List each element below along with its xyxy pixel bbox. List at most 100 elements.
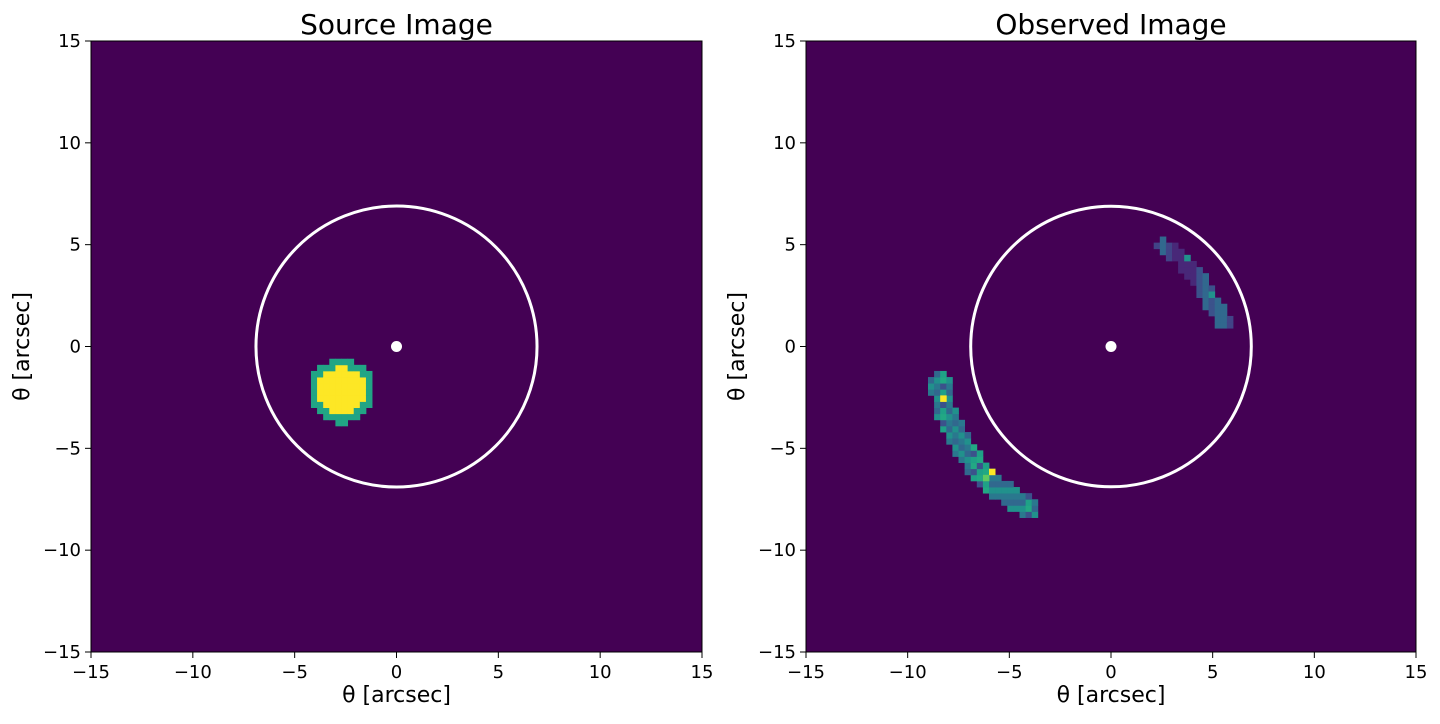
source-blob-edge-pixel — [365, 370, 373, 378]
arc-pixel — [934, 407, 941, 415]
arc-pixel — [982, 468, 990, 476]
x-tick-label: 0 — [1105, 662, 1116, 683]
arc-pixel — [964, 444, 972, 451]
arc-pixel — [1007, 487, 1014, 494]
y-tick-label: 15 — [58, 31, 81, 52]
source-blob-edge-pixel — [317, 364, 324, 372]
source-blob-pixel — [335, 364, 342, 372]
y-tick-label: −10 — [43, 540, 81, 561]
source-blob-pixel — [347, 377, 355, 384]
arc-pixel — [1220, 315, 1228, 323]
source-blob-pixel — [329, 407, 336, 415]
arc-pixel — [952, 419, 959, 427]
arc-pixel — [952, 407, 959, 415]
x-tick-label: −15 — [72, 662, 110, 683]
source-blob-edge-pixel — [317, 401, 324, 408]
arc-pixel — [1208, 297, 1216, 305]
y-tick-label: −5 — [769, 438, 796, 459]
arc-pixel — [1019, 505, 1026, 512]
source-blob-edge-pixel — [323, 407, 330, 415]
arc-pixel — [964, 456, 972, 463]
source-blob-pixel — [335, 395, 342, 402]
arc-pixel — [1202, 303, 1209, 311]
source-blob-edge-pixel — [310, 389, 318, 396]
x-tick-label: 10 — [1303, 662, 1326, 683]
y-axis-label: θ [arcsec] — [10, 292, 35, 401]
arc-pixel — [952, 425, 959, 433]
source-blob-pixel — [329, 389, 336, 396]
arc-pixel — [976, 474, 984, 482]
arc-pixel — [964, 450, 972, 457]
y-tick-label: 10 — [773, 133, 796, 154]
arc-pixel — [940, 377, 947, 384]
arc-pixel — [995, 480, 1002, 488]
source-blob-pixel — [335, 383, 342, 390]
source-blob-pixel — [353, 383, 361, 390]
arc-pixel — [1208, 285, 1216, 292]
arc-pixel — [958, 444, 965, 451]
arc-pixel — [958, 456, 965, 463]
arc-pixel — [1196, 285, 1203, 292]
arc-pixel — [964, 462, 972, 470]
source-blob-pixel — [347, 370, 355, 378]
arc-pixel — [1007, 480, 1014, 488]
arc-pixel — [1208, 303, 1216, 311]
arc-pixel — [1172, 254, 1179, 262]
source-blob-pixel — [347, 389, 355, 396]
x-tick-label: 15 — [691, 662, 714, 683]
arc-pixel — [934, 377, 941, 384]
arc-pixel — [952, 450, 959, 457]
arc-pixel — [946, 401, 953, 408]
source-blob-edge-pixel — [329, 364, 336, 372]
source-blob-pixel — [323, 383, 330, 390]
source-blob-edge-pixel — [359, 401, 367, 408]
arc-pixel — [982, 462, 990, 470]
source-blob-pixel — [323, 395, 330, 402]
y-tick-label: 15 — [773, 31, 796, 52]
arc-pixel — [946, 383, 953, 390]
source-blob-edge-pixel — [353, 407, 361, 415]
arc-pixel — [1214, 309, 1222, 317]
arc-pixel — [946, 377, 953, 384]
source-blob-pixel — [341, 370, 349, 378]
source-blob-pixel — [359, 383, 367, 390]
source-blob-pixel — [359, 395, 367, 402]
source-blob-edge-pixel — [310, 401, 318, 408]
arc-pixel — [1190, 279, 1197, 286]
arc-pixel — [958, 438, 965, 445]
y-tick-label: 10 — [58, 133, 81, 154]
source-blob-pixel — [353, 395, 361, 402]
source-blob-pixel — [335, 389, 342, 396]
panel-title: Observed Image — [995, 8, 1226, 41]
x-tick-label: 5 — [493, 662, 504, 683]
source-blob-pixel — [317, 377, 324, 384]
y-tick-label: −10 — [758, 540, 796, 561]
source-blob-edge-pixel — [310, 395, 318, 402]
y-tick-label: −15 — [43, 642, 81, 663]
arc-pixel — [1019, 511, 1026, 518]
arc-pixel — [940, 425, 947, 433]
source-blob-edge-pixel — [310, 377, 318, 384]
arc-pixel — [946, 432, 953, 439]
lens-center-point — [391, 341, 402, 352]
arc-pixel — [1001, 499, 1008, 506]
arc-pixel — [1184, 267, 1191, 274]
arc-pixel — [1208, 309, 1216, 317]
plot-panel-1: −15−15 −10 −10 −5 −5 0 0 5 5 10 10 15 15 Source Image… — [10, 8, 713, 708]
source-blob-pixel — [341, 407, 349, 415]
arc-pixel — [964, 438, 972, 445]
x-tick-label: 15 — [1405, 662, 1428, 683]
arc-pixel — [934, 401, 941, 408]
y-tick-label: 5 — [70, 235, 81, 256]
source-blob-edge-pixel — [353, 364, 361, 372]
arc-pixel — [1025, 499, 1033, 506]
arc-pixel — [976, 462, 984, 470]
source-blob-edge-pixel — [341, 419, 349, 427]
arc-pixel — [940, 383, 947, 390]
x-tick-label: −5 — [996, 662, 1023, 683]
arc-pixel — [1025, 511, 1033, 518]
source-blob-pixel — [323, 401, 330, 408]
source-blob-pixel — [335, 407, 342, 415]
arc-pixel — [1172, 248, 1179, 256]
